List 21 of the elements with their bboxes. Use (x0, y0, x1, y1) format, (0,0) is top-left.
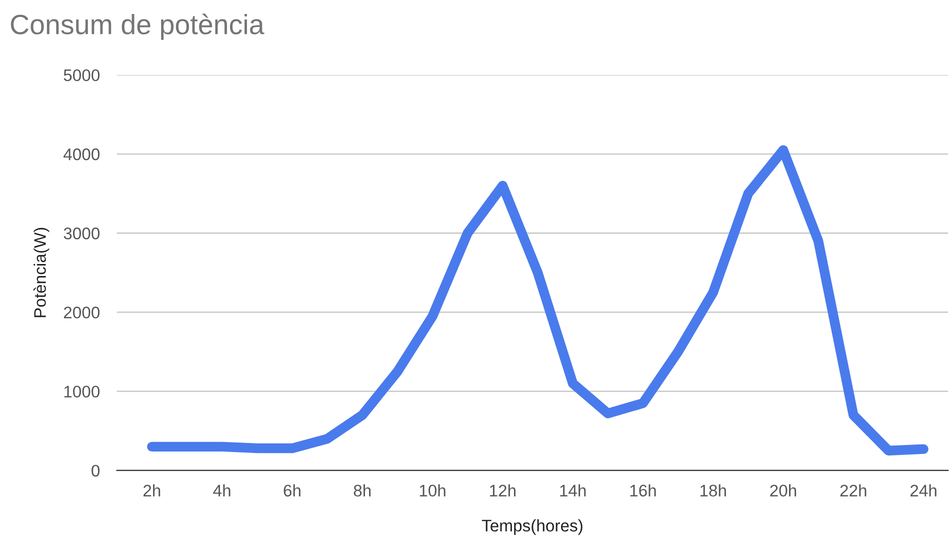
x-axis-title: Temps(hores) (482, 519, 582, 535)
x-tick-label: 6h (284, 484, 300, 497)
x-tick-label: 14h (560, 484, 586, 496)
x-tick-label: 18h (700, 484, 726, 497)
x-tick-label: 20h (770, 484, 796, 497)
y-tick-label: 4000 (63, 148, 100, 160)
x-tick-label: 22h (840, 484, 866, 496)
x-tick-label: 8h (354, 484, 371, 497)
y-tick-label: 1000 (64, 386, 100, 398)
x-tick-label: 12h (490, 484, 516, 496)
y-tick-label: 0 (92, 464, 100, 477)
chart-title: Consum de potència (10, 14, 264, 40)
y-tick-label: 2000 (64, 306, 100, 318)
x-tick-label: 4h (213, 484, 230, 496)
x-tick-label: 10h (420, 484, 446, 497)
x-tick-label: 16h (630, 484, 656, 497)
y-tick-label: 5000 (64, 69, 100, 82)
y-tick-label: 3000 (64, 228, 100, 240)
x-tick-label: 2h (143, 484, 160, 496)
y-axis-title: Potència(W) (33, 228, 50, 318)
x-tick-label: 24h (910, 484, 936, 496)
